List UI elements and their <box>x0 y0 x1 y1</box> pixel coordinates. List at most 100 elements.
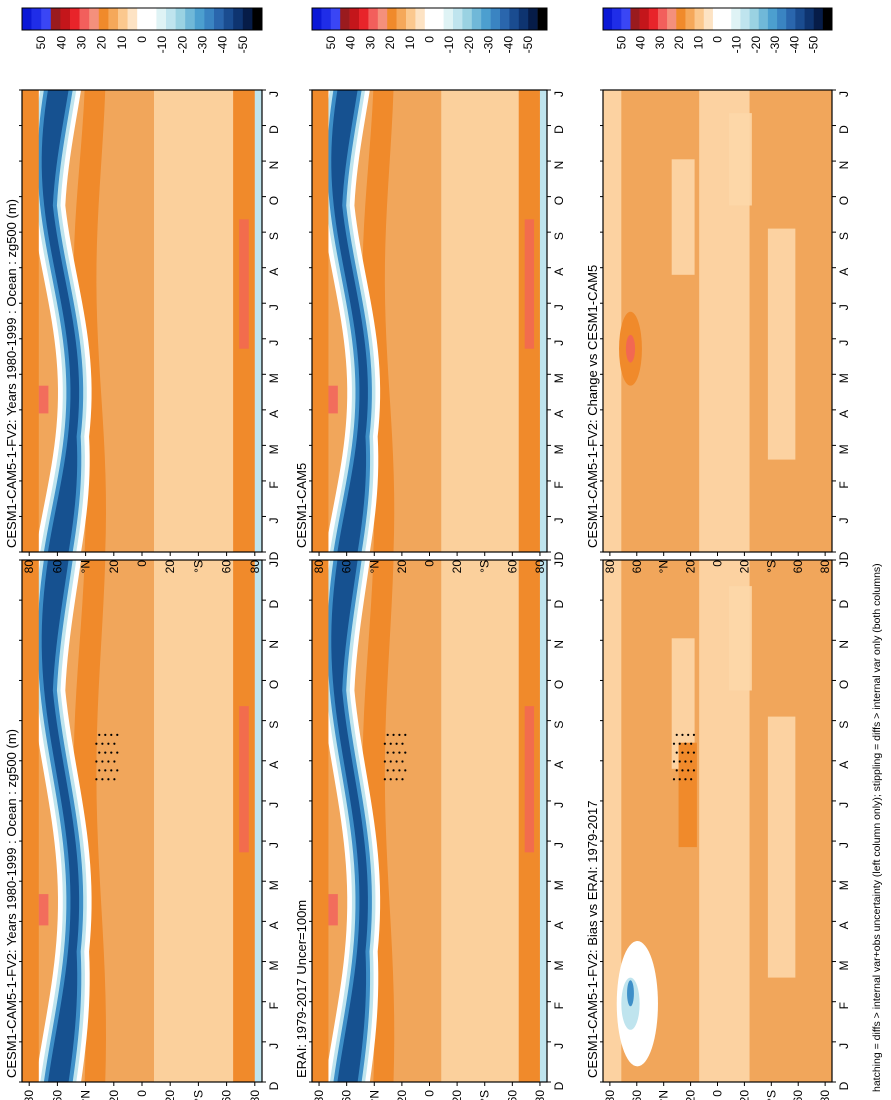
trough-core <box>41 90 80 552</box>
colorbar-swatch <box>156 8 167 30</box>
lat-tick-label: 20 <box>395 1090 409 1100</box>
lat-tick-label: 20 <box>737 1090 751 1100</box>
month-tick-label: S <box>837 721 851 729</box>
lat-tick-label: 80 <box>22 1090 36 1100</box>
colorbar-swatch <box>233 8 244 30</box>
field <box>22 560 262 1082</box>
month-tick-label: J <box>267 91 281 97</box>
colorbar-swatch <box>667 8 677 30</box>
sh-red-patch <box>524 219 535 349</box>
month-tick-label: A <box>552 921 566 929</box>
colorbar: 50 40 30 20 10 0 -10 -20 -30 -40 -50 <box>21 7 263 54</box>
month-tick-label: N <box>552 161 566 170</box>
colorbar-swatch <box>60 8 71 30</box>
colorbar-swatch <box>312 8 322 30</box>
stipple-dot <box>672 742 676 745</box>
colorbar-label: -20 <box>462 36 476 54</box>
stipple-dot <box>386 751 389 754</box>
stipple-dot <box>672 760 676 763</box>
month-tick-label: J <box>267 561 281 567</box>
colorbar-swatch <box>795 8 805 30</box>
diff-patch <box>728 586 752 691</box>
colorbar-swatch <box>434 8 444 30</box>
colorbar-label: -40 <box>216 36 230 54</box>
colorbar-swatch <box>822 8 833 30</box>
lat-tick-label: 60 <box>791 1090 805 1100</box>
stipple-dot <box>692 733 696 736</box>
stipple-dot <box>389 778 392 781</box>
lat-tick-label: °S <box>191 560 205 573</box>
month-tick-label: S <box>837 232 851 240</box>
stipple-dot <box>401 760 404 763</box>
anomaly-orange <box>678 742 697 848</box>
month-tick-label: M <box>552 961 566 971</box>
colorbar-swatch <box>340 8 350 30</box>
field <box>22 90 262 552</box>
lat-tick-label: 80 <box>312 1090 326 1100</box>
month-tick-label: O <box>837 196 851 205</box>
colorbar-label: 0 <box>711 36 725 43</box>
stipple-dot <box>401 742 404 745</box>
month-tick-label: N <box>837 161 851 170</box>
lat-tick-label: °S <box>191 1090 205 1100</box>
stipple-dot <box>687 733 690 736</box>
stipple-dot <box>675 769 678 772</box>
pole-band <box>539 560 547 1082</box>
stipple-dot <box>386 769 389 772</box>
stipple-dot <box>98 751 101 754</box>
month-tick-label: D <box>837 551 851 560</box>
lat-tick-label: 80 <box>533 560 547 574</box>
colorbar-swatch <box>453 8 463 30</box>
stipple-dot <box>383 742 386 745</box>
lat-tick-label: °N <box>657 1090 671 1100</box>
month-tick-label: D <box>267 1081 281 1090</box>
colorbar-swatch <box>603 8 613 30</box>
month-tick-label: J <box>267 517 281 523</box>
polar-cap <box>22 90 39 552</box>
month-tick-label: N <box>267 640 281 649</box>
stipple-dot <box>687 751 690 754</box>
stipple-dot <box>684 778 687 781</box>
month-tick-label: D <box>552 1081 566 1090</box>
lat-tick-label: 20 <box>107 1090 121 1100</box>
diff-patch <box>728 113 752 206</box>
stipple-dot <box>383 760 386 763</box>
month-tick-label: D <box>552 599 566 608</box>
month-tick-label: J <box>552 304 566 310</box>
month-tick-label: F <box>837 1002 851 1009</box>
month-tick-label: S <box>267 232 281 240</box>
colorbar-swatch <box>368 8 379 30</box>
diff-patch <box>603 90 622 552</box>
colorbar-label: 20 <box>383 36 397 50</box>
month-tick-label: A <box>837 921 851 929</box>
colorbar-swatch <box>166 8 176 30</box>
month-tick-label: A <box>267 921 281 929</box>
stipple-dot <box>398 751 401 754</box>
colorbar-swatch <box>214 8 224 30</box>
month-tick-label: J <box>552 802 566 808</box>
colorbar-swatch <box>98 8 109 30</box>
sh-band <box>154 560 234 1082</box>
sh-band <box>441 90 519 552</box>
colorbar-swatch <box>712 8 723 30</box>
colorbar-swatch <box>79 8 90 30</box>
lat-tick-label: 80 <box>818 1090 832 1100</box>
stipple-dot <box>110 751 113 754</box>
stipple-dot <box>672 778 676 781</box>
stipple-dot <box>110 733 113 736</box>
lat-tick-label: 60 <box>630 1090 644 1100</box>
colorbar-swatch <box>89 8 100 30</box>
sh-red-patch <box>524 706 535 853</box>
colorbar-swatch <box>813 8 824 30</box>
panel-title: CESM1-CAM5-1-FV2: Years 1980-1999 : Ocea… <box>4 199 19 548</box>
colorbar-label: -10 <box>155 36 169 54</box>
month-tick-label: S <box>552 721 566 729</box>
colorbar-swatch <box>118 8 128 30</box>
colorbar-swatch <box>127 8 138 30</box>
lat-tick-label: °S <box>478 560 492 573</box>
lat-tick-label: 60 <box>50 560 64 574</box>
month-tick-label: D <box>552 551 566 560</box>
lat-tick-label: 80 <box>22 560 36 574</box>
month-tick-label: A <box>837 268 851 276</box>
